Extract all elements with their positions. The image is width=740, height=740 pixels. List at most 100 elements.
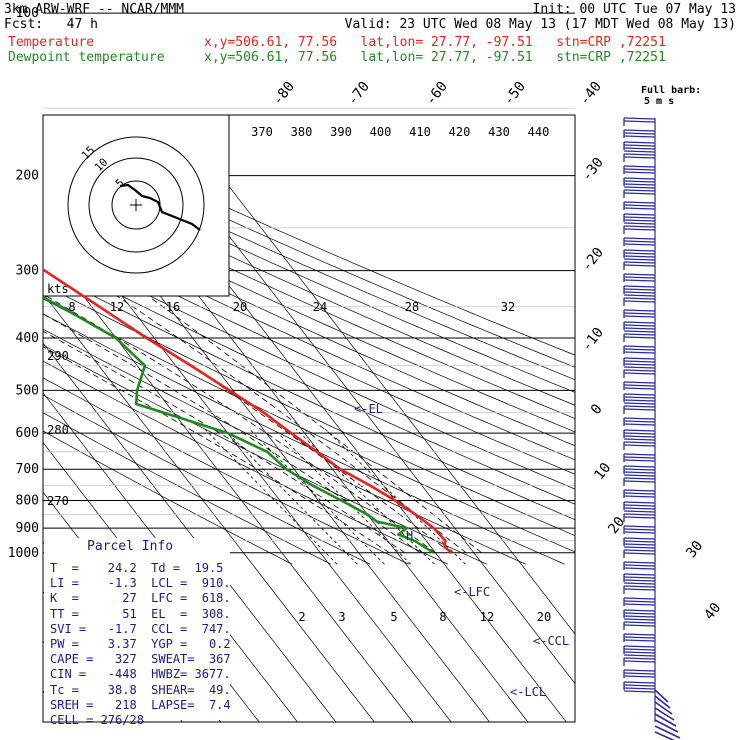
pressure-tick-label: 500	[16, 383, 39, 398]
dry-adiabat-line	[43, 242, 575, 490]
mixing-ratio-line	[273, 428, 411, 565]
wind-barb	[623, 681, 656, 693]
theta-label: 420	[449, 125, 471, 139]
wind-barb	[623, 537, 656, 549]
parcel-info-row: SVI = -1.7 CCL = 747.	[50, 621, 231, 636]
isotherm-line	[0, 115, 29, 722]
dry-adiabat-line	[43, 360, 449, 565]
level-marker-label: <-CCL	[533, 634, 569, 648]
wind-barb	[623, 261, 656, 270]
pressure-tick-label: 100	[16, 6, 39, 21]
wind-barb	[623, 669, 656, 678]
mixing-ratio-line	[249, 428, 385, 565]
theta-label: 410	[409, 125, 431, 139]
wind-barb	[623, 657, 656, 666]
dry-adiabat-line	[43, 298, 575, 553]
parcel-info-row: CELL = 276/28	[50, 713, 144, 728]
wind-barb	[623, 177, 656, 189]
moist-adiabat-label: 24	[313, 300, 327, 314]
dry-adiabat-line	[43, 121, 575, 356]
pressure-tick-label: 400	[16, 331, 39, 346]
isotherm-line	[173, 115, 575, 635]
wind-barb	[623, 405, 656, 414]
wind-barb	[623, 189, 656, 198]
wind-barb	[623, 165, 656, 174]
dry-adiabat-line	[43, 412, 332, 565]
wind-barb	[654, 713, 677, 727]
pressure-tick-label: 900	[16, 521, 39, 536]
hodograph-ring	[88, 157, 184, 253]
mixing-ratio-label: 8	[439, 610, 446, 624]
wind-barb	[623, 381, 656, 390]
moist-adiabat-label: 8	[68, 300, 75, 314]
wind-barb	[623, 441, 656, 450]
dry-adiabat-line	[43, 269, 575, 521]
wind-barb	[623, 477, 656, 486]
wind-barb	[623, 429, 656, 441]
wind-barb	[623, 297, 656, 306]
wind-barb	[623, 453, 656, 462]
theta-label: 440	[528, 125, 550, 139]
level-marker-label: <-EL	[354, 402, 383, 416]
wind-barb	[623, 501, 656, 513]
moist-adiabat-label: 20	[233, 300, 247, 314]
mixing-ratio-line	[204, 428, 338, 565]
level-marker-label: <-LFC	[454, 585, 490, 599]
dry-adiabat-line	[43, 143, 575, 381]
isotherm-label: 40	[701, 600, 724, 623]
wind-barb	[623, 213, 656, 225]
isotherm-label: -50	[501, 79, 529, 109]
isotherm-label: 10	[591, 460, 614, 483]
init-time: Init: 00 UTC Tue 07 May 13	[532, 2, 737, 17]
mixing-ratio-line	[223, 428, 358, 565]
wind-barb	[654, 719, 679, 733]
theta-e-label: 290	[47, 349, 69, 363]
theta-e-label: 280	[47, 423, 69, 437]
pressure-tick-label: 700	[16, 462, 39, 477]
valid-time: Valid: 23 UTC Wed 08 May 13 (17 MDT Wed …	[344, 17, 736, 32]
wind-barb	[623, 201, 656, 210]
wind-barb	[623, 225, 656, 234]
wind-barb	[623, 309, 656, 318]
barb-legend-value: 5 m s	[644, 96, 674, 107]
wind-barb	[654, 695, 671, 709]
temperature-legend: Temperature	[8, 35, 95, 50]
wind-barb	[623, 465, 656, 477]
theta-label: 370	[251, 125, 273, 139]
wind-barb	[654, 731, 675, 740]
mixing-ratio-label: 12	[480, 610, 494, 624]
theta-label: 390	[330, 125, 352, 139]
pressure-tick-label: 300	[16, 264, 39, 279]
temperature-profile	[43, 268, 453, 554]
wind-barb	[623, 585, 656, 594]
wind-barb	[623, 525, 656, 534]
mixing-ratio-label: 2	[298, 610, 305, 624]
isotherm-label: -40	[577, 79, 605, 109]
dry-adiabat-line	[43, 377, 410, 565]
moist-adiabat-label: 32	[501, 300, 515, 314]
forecast-hour: Fcst: 47 h	[4, 17, 98, 32]
mixing-ratio-label: 20	[537, 610, 551, 624]
wind-barb	[623, 237, 656, 246]
parcel-info-row: K = 27 LFC = 618.	[50, 591, 231, 606]
parcel-info-row: SREH = 218 LAPSE= 7.4	[50, 697, 231, 712]
wind-barb	[623, 573, 656, 585]
isotherm-label: -10	[579, 325, 607, 355]
theta-label: 430	[488, 125, 510, 139]
wind-barb	[623, 645, 656, 657]
wind-barb	[623, 333, 656, 342]
pressure-tick-label: 1000	[8, 546, 39, 561]
parcel-info-row: PW = 3.37 YGP = 0.2	[50, 637, 231, 652]
temperature-location: x,y=506.61, 77.56 lat,lon= 27.77, -97.51…	[204, 35, 666, 50]
parcel-info-row: Tc = 38.8 SHEAR= 49.	[50, 682, 231, 697]
isotherm-label: -70	[345, 79, 373, 109]
moist-adiabat-line	[43, 346, 390, 554]
moist-adiabat-label: 16	[166, 300, 180, 314]
dry-adiabat-line	[43, 430, 293, 565]
wind-barb	[623, 285, 656, 297]
wind-barb	[623, 357, 656, 369]
